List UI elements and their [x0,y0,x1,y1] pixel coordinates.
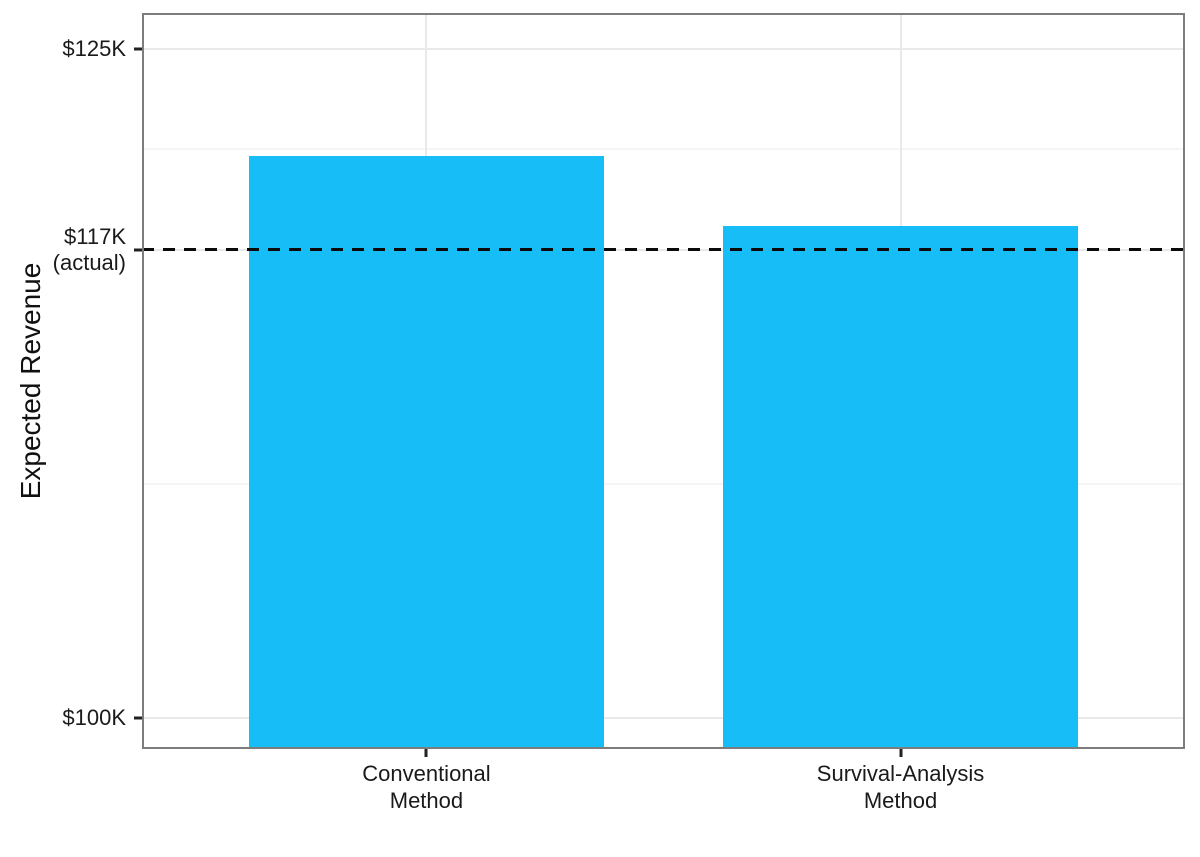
actual-revenue-reference-line [142,248,1185,252]
y-axis: $100K $117K (actual) $125K [0,13,142,749]
y-axis-tick [134,47,142,51]
x-axis: Conventional Method Survival-Analysis Met… [142,749,1185,849]
bar-survival-analysis [722,225,1079,749]
x-axis-tick-label: Survival-Analysis Method [816,761,985,813]
gridline-major [142,716,1185,719]
y-axis-tick [134,716,142,720]
x-axis-tick [424,749,428,757]
gridline-minor [142,148,1185,151]
plot-panel [142,13,1185,749]
y-axis-tick-label: $125K [62,36,126,62]
gridline-minor [142,482,1185,485]
y-axis-tick-label: $117K (actual) [52,223,126,275]
y-axis-tick-label: $100K [62,704,126,730]
gridline-major [142,48,1185,51]
y-axis-tick [134,248,142,252]
x-axis-tick [899,749,903,757]
bar-conventional [248,156,605,749]
x-axis-tick-label: Conventional Method [362,761,491,813]
